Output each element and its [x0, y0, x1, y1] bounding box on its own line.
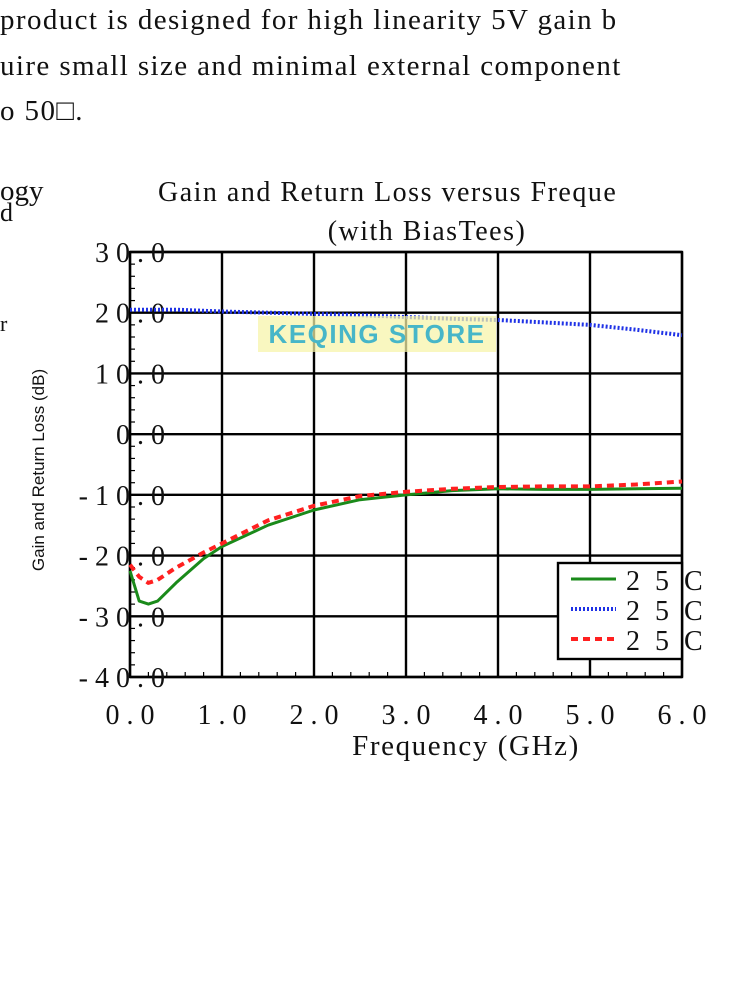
left-text-fragment-low: r	[0, 311, 8, 336]
x-tick-label: 2 . 0	[290, 700, 339, 731]
intro-text-line-2: uire small size and minimal external com…	[0, 50, 622, 82]
chart-subtitle: (with BiasTees)	[328, 216, 527, 247]
y-tick-label: - 4 0 . 0	[79, 663, 165, 694]
y-axis-ticks: 3 0 . 0 2 0 . 0 1 0 . 0 0 . 0 - 1 0 . 0 - 2 0…	[79, 238, 165, 694]
intro-text-line-3: o 50□.	[0, 95, 84, 127]
y-tick-label: - 1 0 . 0	[79, 481, 165, 512]
x-tick-label: 3 . 0	[382, 700, 431, 731]
x-tick-label: 1 . 0	[198, 700, 247, 731]
y-tick-label: 0 . 0	[116, 420, 165, 451]
x-tick-label: 6 . 0	[658, 700, 707, 731]
left-text-fragment-mid: d	[0, 198, 13, 227]
y-tick-label: 3 0 . 0	[95, 238, 165, 269]
left-text-fragment-top: ogy	[0, 175, 44, 207]
y-tick-label: 2 0 . 0	[95, 299, 165, 330]
chart-legend: 2 5 C2 5 C2 5 C	[556, 561, 707, 661]
x-axis-label: Frequency (GHz)	[352, 730, 580, 762]
chart-grid	[128, 250, 684, 679]
y-tick-label: - 3 0 . 0	[79, 602, 165, 633]
y-tick-label: - 2 0 . 0	[79, 542, 165, 573]
store-watermark: KEQING STORE	[258, 316, 496, 352]
intro-text-line-1: product is designed for high linearity 5…	[0, 4, 618, 36]
x-axis-ticks: 0 . 0 1 . 0 2 . 0 3 . 0 4 . 0 5 . 0 6 . 0	[106, 700, 707, 731]
chart-title: Gain and Return Loss versus Freque	[158, 177, 617, 208]
y-tick-label: 1 0 . 0	[95, 359, 165, 390]
x-tick-label: 5 . 0	[566, 700, 615, 731]
series-line-dashed	[128, 479, 683, 585]
series-line-solid	[128, 486, 683, 606]
x-tick-label: 4 . 0	[474, 700, 523, 731]
y-axis-label: Gain and Return Loss (dB)	[29, 369, 48, 571]
legend-label: 2 5 C	[626, 566, 707, 597]
legend-label: 2 5 C	[626, 626, 707, 657]
legend-label: 2 5 C	[626, 596, 707, 627]
x-tick-label: 0 . 0	[106, 700, 155, 731]
